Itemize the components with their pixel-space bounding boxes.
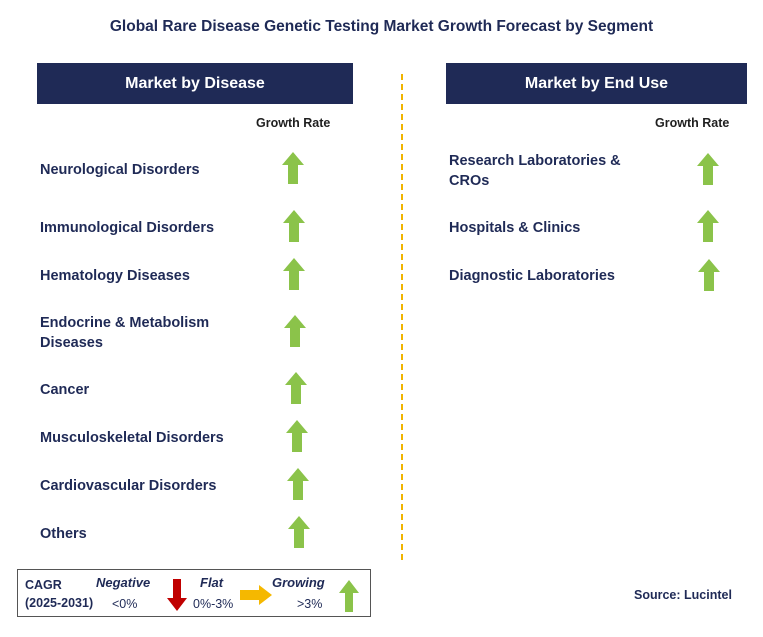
- page-title: Global Rare Disease Genetic Testing Mark…: [109, 18, 654, 35]
- green-up-arrow-icon: [282, 152, 304, 184]
- end-use-row-label: Diagnostic Laboratories: [449, 268, 615, 284]
- legend-flat-range: 0%-3%: [193, 597, 234, 611]
- disease-row-label: Others: [40, 526, 87, 542]
- legend-negative-range: <0%: [112, 597, 138, 611]
- green-up-arrow-icon: [287, 468, 309, 500]
- green-up-arrow-icon: [284, 315, 306, 347]
- end-use-panel-header: Market by End Use: [446, 63, 747, 104]
- disease-row-label: Neurological Disorders: [40, 162, 200, 178]
- green-up-arrow-icon: [698, 259, 720, 291]
- panel-divider: [401, 74, 403, 560]
- disease-row-label: Hematology Diseases: [40, 268, 190, 284]
- red-down-arrow-icon: [167, 579, 187, 611]
- legend-flat-label: Flat: [200, 575, 224, 590]
- end-use-row-label: Research Laboratories & CROs: [449, 153, 621, 189]
- cagr-legend: CAGR (2025-2031) Negative <0% Flat 0%-3%…: [17, 569, 371, 617]
- green-up-arrow-icon: [286, 420, 308, 452]
- green-up-arrow-icon: [288, 516, 310, 548]
- legend-cagr-label: CAGR: [25, 578, 62, 592]
- disease-panel-header: Market by Disease: [37, 63, 353, 104]
- green-up-arrow-icon: [697, 210, 719, 242]
- green-up-arrow-icon: [285, 372, 307, 404]
- end-use-growth-rate-label: Growth Rate: [655, 116, 730, 130]
- green-up-arrow-icon: [697, 153, 719, 185]
- disease-row-label: Endocrine & Metabolism Diseases: [40, 315, 210, 351]
- disease-row-label: Cancer: [40, 382, 90, 398]
- disease-growth-rate-label: Growth Rate: [256, 116, 331, 130]
- disease-row-label: Musculoskeletal Disorders: [40, 430, 224, 446]
- green-up-arrow-icon: [283, 258, 305, 290]
- source-note: Source: Lucintel: [634, 588, 732, 602]
- disease-row-label: Immunological Disorders: [40, 220, 215, 236]
- yellow-right-arrow-icon: [240, 585, 272, 605]
- green-up-arrow-icon: [339, 580, 359, 612]
- legend-period: (2025-2031): [25, 596, 94, 610]
- legend-growing-label: Growing: [272, 575, 325, 590]
- green-up-arrow-icon: [283, 210, 305, 242]
- legend-growing-range: >3%: [297, 597, 323, 611]
- disease-row-label: Cardiovascular Disorders: [40, 478, 217, 494]
- legend-negative-label: Negative: [96, 575, 151, 590]
- end-use-row-label: Hospitals & Clinics: [449, 220, 581, 236]
